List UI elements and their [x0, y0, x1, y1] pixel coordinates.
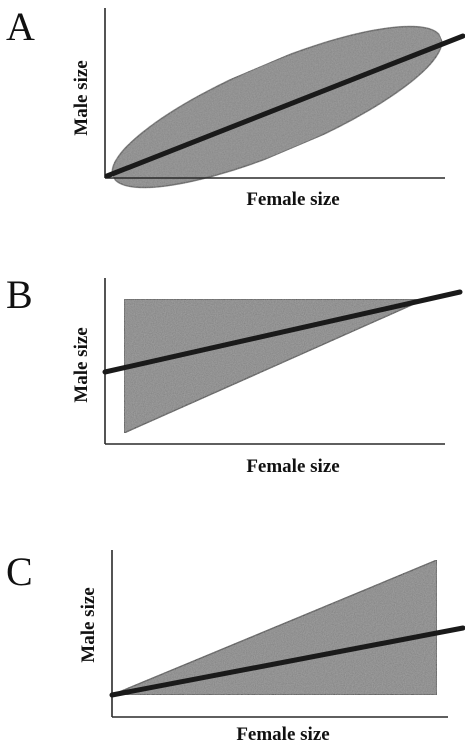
- panel-a-y-label: Male size: [71, 60, 92, 135]
- panel-b-y-label: Male size: [71, 327, 92, 402]
- panel-c-trend-line: [109, 625, 465, 698]
- panel-c-y-label: Male size: [78, 587, 99, 662]
- panel-b-letter: B: [6, 272, 33, 317]
- panel-b-triangle-region: [123, 298, 426, 435]
- panel-c-x-label: Female size: [236, 724, 329, 745]
- panel-a: A Male size Female size: [6, 4, 465, 210]
- panel-c-triangle-region: [111, 558, 438, 696]
- panel-a-letter: A: [6, 4, 35, 49]
- panel-c-letter: C: [6, 549, 33, 594]
- panel-b-trend-line: [102, 289, 463, 375]
- panel-a-trend-line: [104, 33, 465, 179]
- panel-a-x-label: Female size: [246, 189, 339, 210]
- panel-c: C Male size Female size: [6, 549, 465, 745]
- panel-b: B Male size Female size: [6, 272, 463, 477]
- panel-b-x-label: Female size: [246, 456, 339, 477]
